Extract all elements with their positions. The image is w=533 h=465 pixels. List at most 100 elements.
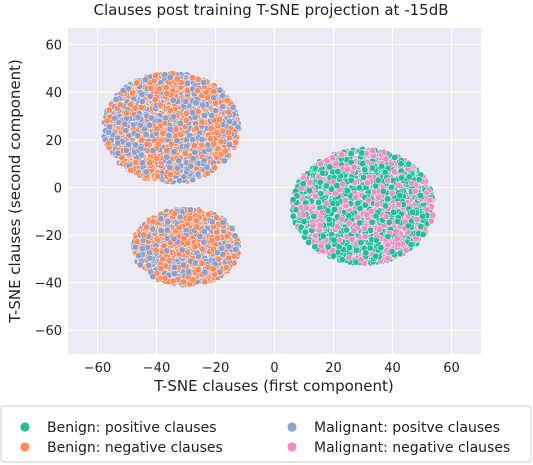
scatter-point-malignant-positive — [199, 101, 207, 109]
scatter-point-malignant-positive — [219, 103, 227, 111]
scatter-point-malignant-positive — [149, 225, 157, 233]
scatter-point-malignant-negative — [309, 221, 317, 229]
scatter-point-benign-positive — [289, 212, 297, 220]
scatter-point-malignant-positive — [176, 119, 184, 127]
scatter-point-malignant-positive — [165, 131, 173, 139]
scatter-point-malignant-positive — [119, 87, 127, 94]
scatter-point-malignant-negative — [382, 155, 390, 163]
scatter-point-benign-positive — [374, 176, 382, 184]
scatter-point-malignant-positive — [111, 114, 119, 122]
scatter-point-malignant-positive — [175, 177, 183, 185]
scatter-point-malignant-negative — [411, 187, 419, 195]
scatter-point-benign-negative — [214, 145, 222, 153]
scatter-point-benign-negative — [147, 84, 155, 92]
scatter-point-malignant-positive — [210, 94, 218, 102]
plot-area — [68, 28, 481, 354]
scatter-point-benign-negative — [223, 232, 231, 240]
scatter-point-benign-negative — [165, 257, 173, 265]
scatter-point-benign-negative — [127, 101, 134, 109]
scatter-point-benign-negative — [184, 239, 192, 247]
scatter-point-benign-positive — [384, 195, 392, 203]
scatter-point-malignant-negative — [299, 211, 307, 219]
scatter-point-malignant-positive — [138, 159, 146, 167]
scatter-point-malignant-positive — [219, 219, 227, 227]
scatter-point-malignant-positive — [112, 96, 120, 103]
scatter-point-malignant-positive — [194, 170, 202, 178]
scatter-point-benign-positive — [391, 153, 399, 161]
scatter-point-benign-negative — [168, 140, 176, 148]
scatter-point-benign-negative — [182, 109, 190, 117]
scatter-point-benign-positive — [361, 166, 369, 174]
scatter-point-benign-positive — [322, 182, 330, 190]
scatter-point-benign-negative — [186, 215, 194, 223]
scatter-point-malignant-positive — [170, 148, 178, 156]
scatter-point-malignant-positive — [225, 243, 233, 251]
scatter-point-malignant-positive — [231, 232, 239, 240]
scatter-point-benign-negative — [166, 171, 174, 179]
scatter-point-malignant-positive — [200, 228, 208, 236]
scatter-point-benign-positive — [369, 164, 376, 172]
scatter-point-malignant-negative — [392, 227, 400, 235]
scatter-point-benign-positive — [343, 226, 350, 234]
scatter-point-malignant-positive — [135, 252, 143, 260]
scatter-point-benign-positive — [325, 215, 333, 223]
scatter-point-benign-negative — [232, 139, 240, 146]
scatter-point-malignant-positive — [200, 238, 208, 246]
scatter-point-benign-negative — [204, 169, 211, 177]
scatter-point-benign-negative — [217, 138, 225, 146]
scatter-point-benign-negative — [133, 238, 141, 246]
scatter-point-benign-positive — [362, 249, 370, 257]
scatter-point-benign-positive — [390, 208, 398, 216]
scatter-point-malignant-positive — [189, 109, 197, 116]
scatter-point-benign-positive — [345, 212, 353, 220]
scatter-point-benign-positive — [356, 204, 364, 212]
scatter-point-benign-negative — [133, 79, 141, 87]
scatter-point-benign-negative — [198, 92, 206, 100]
scatter-point-benign-positive — [361, 201, 369, 209]
scatter-point-malignant-positive — [170, 113, 178, 121]
scatter-point-malignant-positive — [122, 146, 130, 154]
scatter-point-malignant-negative — [317, 242, 325, 250]
scatter-point-benign-negative — [194, 266, 202, 274]
scatter-point-benign-negative — [169, 277, 177, 285]
scatter-point-malignant-positive — [208, 218, 216, 226]
scatter-point-malignant-positive — [186, 206, 194, 214]
scatter-point-malignant-positive — [176, 213, 184, 221]
scatter-point-benign-negative — [194, 76, 202, 83]
scatter-point-malignant-negative — [391, 168, 399, 176]
scatter-point-malignant-positive — [185, 268, 193, 276]
scatter-point-malignant-positive — [204, 141, 212, 149]
scatter-point-malignant-negative — [394, 182, 402, 189]
scatter-point-benign-positive — [372, 212, 380, 220]
scatter-point-benign-negative — [190, 142, 198, 150]
scatter-point-malignant-negative — [384, 241, 392, 249]
scatter-point-malignant-positive — [175, 157, 183, 165]
scatter-point-benign-negative — [103, 117, 111, 125]
scatter-point-benign-negative — [166, 107, 174, 115]
scatter-point-benign-negative — [105, 106, 113, 114]
scatter-point-benign-negative — [198, 259, 206, 267]
scatter-point-malignant-positive — [200, 78, 208, 86]
scatter-point-malignant-positive — [162, 114, 170, 122]
scatter-point-benign-positive — [347, 176, 355, 184]
scatter-point-benign-negative — [207, 135, 215, 143]
scatter-point-malignant-negative — [382, 213, 390, 221]
scatter-point-malignant-negative — [345, 254, 353, 262]
scatter-points — [100, 69, 437, 289]
scatter-point-benign-positive — [299, 180, 307, 188]
scatter-point-malignant-positive — [191, 259, 199, 267]
scatter-point-malignant-positive — [136, 261, 144, 269]
scatter-point-benign-negative — [191, 243, 199, 251]
scatter-point-malignant-positive — [201, 268, 209, 276]
scatter-point-benign-negative — [211, 164, 218, 172]
scatter-point-malignant-positive — [220, 157, 228, 165]
scatter-point-benign-positive — [397, 160, 405, 168]
scatter-point-benign-positive — [417, 223, 425, 231]
scatter-point-malignant-positive — [142, 131, 150, 139]
scatter-point-benign-negative — [143, 141, 151, 148]
scatter-point-benign-positive — [324, 243, 332, 251]
scatter-point-malignant-negative — [408, 179, 415, 187]
scatter-point-benign-positive — [305, 238, 313, 246]
scatter-point-malignant-positive — [125, 141, 133, 148]
scatter-point-malignant-negative — [380, 148, 388, 156]
